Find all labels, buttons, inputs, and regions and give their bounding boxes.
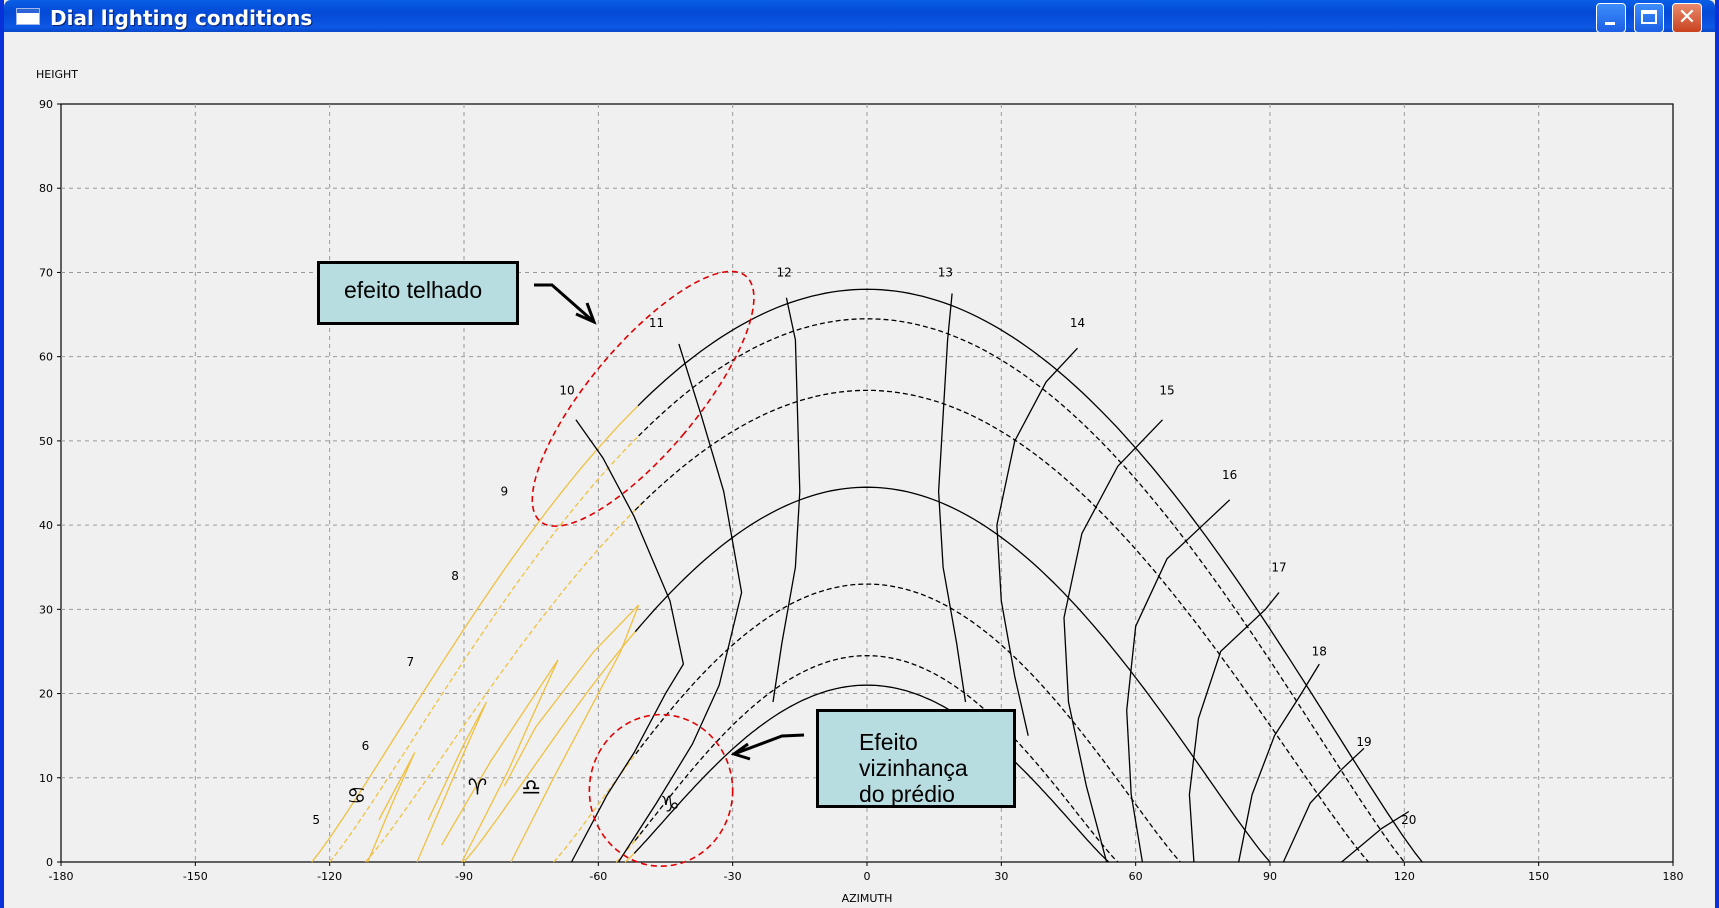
hour-label-17: 17 [1271, 560, 1286, 574]
minimize-button[interactable] [1596, 3, 1626, 33]
zodiac-symbol-2: ♎ [521, 776, 541, 801]
hour-line-14 [996, 347, 1078, 736]
day-arc-equinox [463, 625, 641, 863]
grid-lines [61, 104, 1673, 862]
hour-label-12: 12 [777, 266, 792, 280]
roof-effect-callout: efeito telhado [317, 261, 519, 325]
x-tick-label: -150 [183, 870, 208, 883]
zodiac-symbol-3: ♑ [660, 792, 680, 817]
x-tick-label: -90 [455, 870, 473, 883]
axis-ticks: -180 -150 -120 -90 -60 -30 0 30 60 90 120 150 180 0 10… [39, 98, 1684, 883]
hour-label-7: 7 [406, 655, 414, 669]
day-arc-arc_2 [329, 435, 640, 863]
hour-line-18 [1238, 663, 1320, 863]
x-tick-label: 120 [1394, 870, 1415, 883]
neighbor-effect-callout: Efeito vizinhança do prédio [816, 709, 1016, 808]
day-arcs [311, 288, 1423, 863]
hour-label-10: 10 [559, 384, 574, 398]
day-arc-equinox [634, 486, 1271, 863]
window-icon[interactable] [16, 8, 40, 25]
hour-label-6: 6 [362, 739, 370, 753]
roof-effect-arrow [534, 283, 597, 325]
hour-line-11 [617, 343, 743, 863]
x-tick-label: 60 [1129, 870, 1143, 883]
zodiac-symbol-1: ♈ [468, 776, 488, 801]
x-tick-label: -120 [317, 870, 342, 883]
neighbor-effect-ellipse [588, 713, 734, 868]
y-tick-label: 60 [39, 351, 53, 364]
day-arc-summer_solstice [637, 288, 1423, 863]
y-tick-label: 20 [39, 688, 53, 701]
title-bar[interactable]: Dial lighting conditions ✕ [4, 0, 1715, 33]
x-tick-label: 30 [994, 870, 1008, 883]
maximize-icon [1635, 4, 1663, 32]
hour-line-6 [367, 752, 416, 863]
day-arc-winter_solstice [633, 684, 1110, 863]
hour-label-15: 15 [1159, 384, 1174, 398]
x-tick-label: -60 [589, 870, 607, 883]
hour-line-20 [1341, 810, 1410, 863]
x-tick-label: 180 [1663, 870, 1684, 883]
y-tick-label: 80 [39, 182, 53, 195]
day-arc-arc_6 [634, 655, 1119, 863]
hour-line-19 [1282, 747, 1365, 863]
day-arc-arc_6 [615, 832, 642, 863]
close-button[interactable]: ✕ [1672, 3, 1702, 33]
hour-line-17 [1188, 592, 1280, 863]
y-tick-label: 0 [46, 856, 53, 869]
x-tick-label: -180 [49, 870, 74, 883]
y-tick-label: 90 [39, 98, 53, 111]
hour-label-20: 20 [1401, 813, 1416, 827]
day-arc-arc_3 [634, 389, 1369, 863]
hour-label-14: 14 [1070, 316, 1085, 330]
neighbor-effect-arrow [730, 733, 805, 761]
hour-label-11: 11 [649, 316, 664, 330]
maximize-button[interactable] [1634, 3, 1664, 33]
y-tick-label: 30 [39, 603, 53, 616]
hour-label-16: 16 [1222, 468, 1237, 482]
x-axis-title: AZIMUTH [842, 892, 893, 905]
hour-line-12 [772, 297, 801, 703]
hour-label-18: 18 [1312, 645, 1327, 659]
annotations [531, 270, 805, 868]
y-tick-label: 10 [39, 772, 53, 785]
day-arc-arc_5 [635, 583, 1181, 863]
x-tick-label: 150 [1528, 870, 1549, 883]
hour-line-13 [937, 293, 967, 703]
hour-line-7 [416, 701, 487, 863]
hour-label-5: 5 [312, 813, 320, 827]
hour-line-8 [441, 659, 559, 863]
close-icon: ✕ [1677, 5, 1697, 30]
y-tick-label: 50 [39, 435, 53, 448]
y-axis-title: HEIGHT [36, 68, 78, 81]
hour-line-15 [1063, 419, 1163, 863]
hour-label-9: 9 [500, 485, 508, 499]
y-tick-label: 40 [39, 519, 53, 532]
day-arc-arc_3 [365, 503, 642, 863]
y-tick-label: 70 [39, 266, 53, 279]
day-arc-arc_2 [638, 318, 1405, 863]
hour-lines: 5 6 7 8 9 10 11 12 13 14 15 16 17 18 19 20 [312, 266, 1416, 863]
hour-label-19: 19 [1356, 735, 1371, 749]
hour-label-13: 13 [938, 266, 953, 280]
chart-area: 5 6 7 8 9 10 11 12 13 14 15 16 17 18 19 20 -180 -150 -120… [4, 32, 1715, 908]
day-arc-summer_solstice [311, 405, 639, 863]
zodiac-symbol-0: ♋ [347, 784, 367, 809]
hour-line-16 [1126, 499, 1231, 863]
hour-line-9 [503, 604, 640, 863]
window-title: Dial lighting conditions [50, 6, 313, 30]
hour-label-8: 8 [451, 569, 459, 583]
hour-line-10 [570, 419, 685, 863]
x-tick-label: 90 [1263, 870, 1277, 883]
roof-effect-ellipse [531, 270, 755, 527]
x-tick-label: -30 [724, 870, 742, 883]
zodiac-symbols: ♋ ♈ ♎ ♑ [347, 776, 680, 818]
x-tick-label: 0 [864, 870, 871, 883]
minimize-icon [1597, 4, 1625, 32]
